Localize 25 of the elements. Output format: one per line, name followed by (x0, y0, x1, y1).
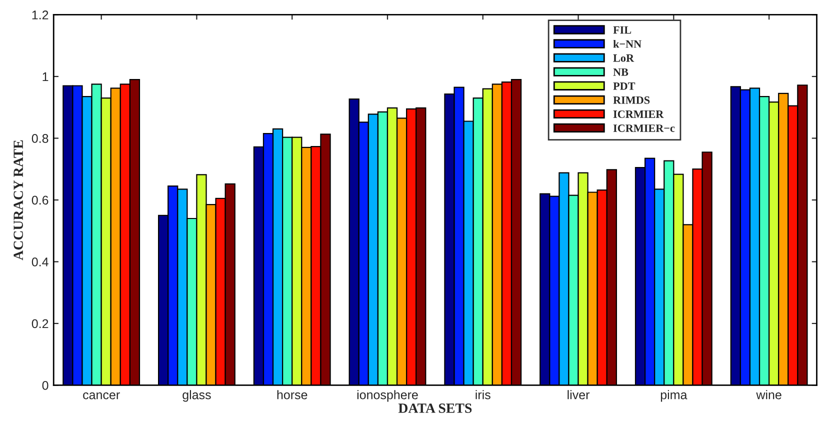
y-tick-label: 1 (42, 72, 48, 82)
x-tick-label: iris (476, 390, 490, 400)
x-tick-label: glass (182, 390, 211, 402)
legend-label: LoR (613, 54, 634, 62)
x-tick-label: horse (277, 390, 308, 400)
legend-label: PDT (613, 82, 636, 90)
y-tick-label: 0.2 (32, 319, 48, 328)
legend-label: ICRMIER−c (613, 124, 675, 132)
legend-label: FIL (613, 26, 632, 34)
y-tick-label: 0.8 (32, 134, 48, 143)
x-tick-label: ionosphere (357, 390, 418, 402)
legend-label: RIMDS (613, 96, 650, 104)
legend-label: k−NN (613, 40, 642, 48)
x-tick-label: wine (756, 390, 782, 400)
y-tick-label: 0.6 (32, 196, 48, 205)
x-tick-label: pima (660, 390, 688, 402)
y-axis-title: ACCURACY RATE (14, 140, 24, 260)
x-tick-label: cancer (83, 392, 120, 400)
y-tick-label: 0 (42, 381, 48, 390)
y-tick-label: 0.4 (32, 258, 48, 266)
legend-label: ICRMIER (613, 110, 664, 118)
y-tick-label: 1.2 (32, 10, 48, 20)
legend-label: NB (613, 68, 628, 76)
x-tick-label: liver (568, 390, 590, 400)
x-axis-title: DATA SETS (398, 404, 472, 413)
